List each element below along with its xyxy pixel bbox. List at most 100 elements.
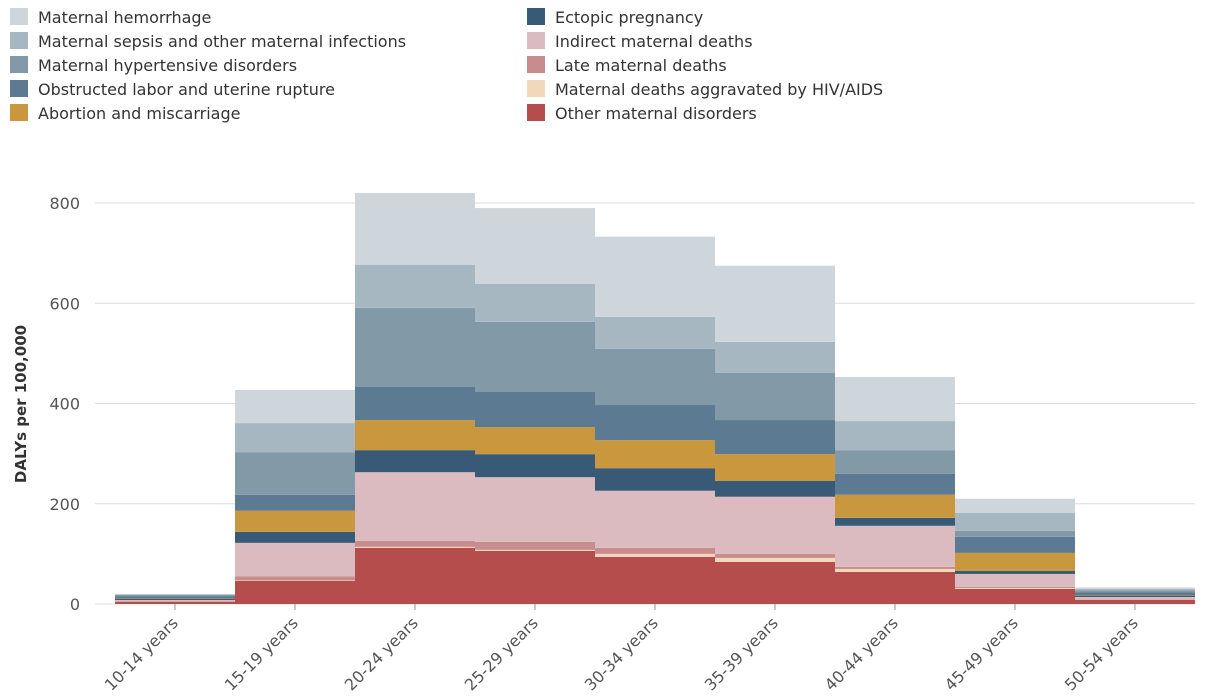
bar-segment	[955, 530, 1075, 537]
legend-swatch	[527, 32, 545, 49]
bar-segment	[475, 283, 595, 322]
bar-segment	[835, 494, 955, 518]
bar-segment	[235, 580, 355, 581]
bar-segment	[235, 389, 355, 424]
bar-segment	[1075, 595, 1195, 597]
y-tick-label: 400	[49, 395, 80, 414]
y-tick-label: 600	[49, 294, 80, 313]
bar-segment	[1075, 596, 1195, 599]
legend-swatch	[10, 104, 28, 121]
bar-segment	[115, 596, 235, 599]
x-tick-label: 25-29 years	[461, 613, 542, 694]
legend-swatch	[10, 8, 28, 25]
bar-segment	[235, 423, 355, 453]
legend-swatch	[527, 104, 545, 121]
bar-segment	[955, 536, 1075, 553]
legend-label: Maternal hemorrhage	[38, 8, 211, 27]
bar-segment	[475, 454, 595, 478]
x-tick-label: 10-14 years	[101, 613, 182, 694]
legend-swatch	[527, 8, 545, 25]
bar-segment	[235, 580, 355, 604]
legend-label: Maternal sepsis and other maternal infec…	[38, 32, 406, 51]
bar-segment	[835, 376, 955, 422]
legend-label: Other maternal disorders	[555, 104, 757, 123]
bar-segment	[595, 468, 715, 491]
x-tick-label: 40-44 years	[821, 613, 902, 694]
bar-segment	[835, 566, 955, 569]
bar-segment	[715, 480, 835, 497]
bar-segment	[835, 450, 955, 474]
bar-segment	[115, 599, 235, 602]
bar-segment	[355, 472, 475, 541]
x-tick-label: 15-19 years	[221, 613, 302, 694]
bar-segment	[115, 598, 235, 600]
legend-label: Indirect maternal deaths	[555, 32, 753, 51]
legend-swatch	[527, 80, 545, 97]
bar-segment	[715, 557, 835, 562]
bar-segment	[715, 454, 835, 481]
bar-segment	[955, 552, 1075, 571]
bar-segment	[475, 550, 595, 604]
bar-segment	[715, 561, 835, 604]
bar-segment	[1075, 595, 1195, 596]
bar-segment	[955, 588, 1075, 604]
bar-segment	[355, 193, 475, 265]
x-tick-label: 30-34 years	[581, 613, 662, 694]
bar-segment	[955, 586, 1075, 588]
bar-segment	[115, 594, 235, 597]
bar-segment	[595, 556, 715, 604]
bar-segment	[835, 568, 955, 572]
bar-segment	[475, 541, 595, 550]
bar-segment	[1075, 590, 1195, 593]
legend-label: Late maternal deaths	[555, 56, 727, 75]
bar-segment	[235, 494, 355, 511]
bar-segment	[235, 452, 355, 495]
y-tick-label: 0	[70, 595, 80, 614]
x-tick-label: 50-54 years	[1061, 613, 1142, 694]
bar-segment	[355, 540, 475, 547]
bar-segment	[355, 420, 475, 451]
legend-swatch	[10, 80, 28, 97]
bar-segment	[115, 598, 235, 599]
bar-segment	[475, 477, 595, 542]
legend-swatch	[10, 32, 28, 49]
bar-segment	[595, 405, 715, 441]
bar-segment	[115, 601, 235, 602]
bar-segment	[475, 427, 595, 455]
bar-segment	[235, 531, 355, 543]
bar-segment	[835, 525, 955, 567]
bar-segment	[1075, 592, 1195, 596]
bar-segment	[715, 420, 835, 455]
legend-label: Obstructed labor and uterine rupture	[38, 80, 335, 99]
bar-segment	[355, 307, 475, 387]
bar-segment	[235, 510, 355, 532]
bar-segment	[595, 553, 715, 557]
bar-segment	[595, 440, 715, 469]
legend-label: Maternal hypertensive disorders	[38, 56, 297, 75]
bar-segment	[955, 573, 1075, 587]
bar-segment	[355, 547, 475, 604]
bar-segment	[955, 587, 1075, 589]
bar-segment	[595, 547, 715, 554]
bar-segment	[715, 496, 835, 554]
bar-segment	[475, 392, 595, 428]
legend-label: Abortion and miscarriage	[38, 104, 240, 123]
bar-segment	[595, 490, 715, 548]
x-tick-label: 35-39 years	[701, 613, 782, 694]
bar-segment	[475, 321, 595, 393]
bar-segment	[115, 594, 235, 595]
bar-segment	[355, 546, 475, 548]
bar-segment	[355, 386, 475, 421]
bar-segment	[715, 341, 835, 373]
bar-segment	[235, 542, 355, 577]
legend-swatch	[527, 56, 545, 73]
x-tick-label: 20-24 years	[341, 613, 422, 694]
bar-segment	[835, 421, 955, 451]
x-tick-label: 45-49 years	[941, 613, 1022, 694]
bar-segment	[595, 348, 715, 406]
bar-segment	[115, 593, 235, 595]
bar-segment	[955, 570, 1075, 574]
bar-segment	[1075, 599, 1195, 604]
bar-segment	[715, 265, 835, 342]
